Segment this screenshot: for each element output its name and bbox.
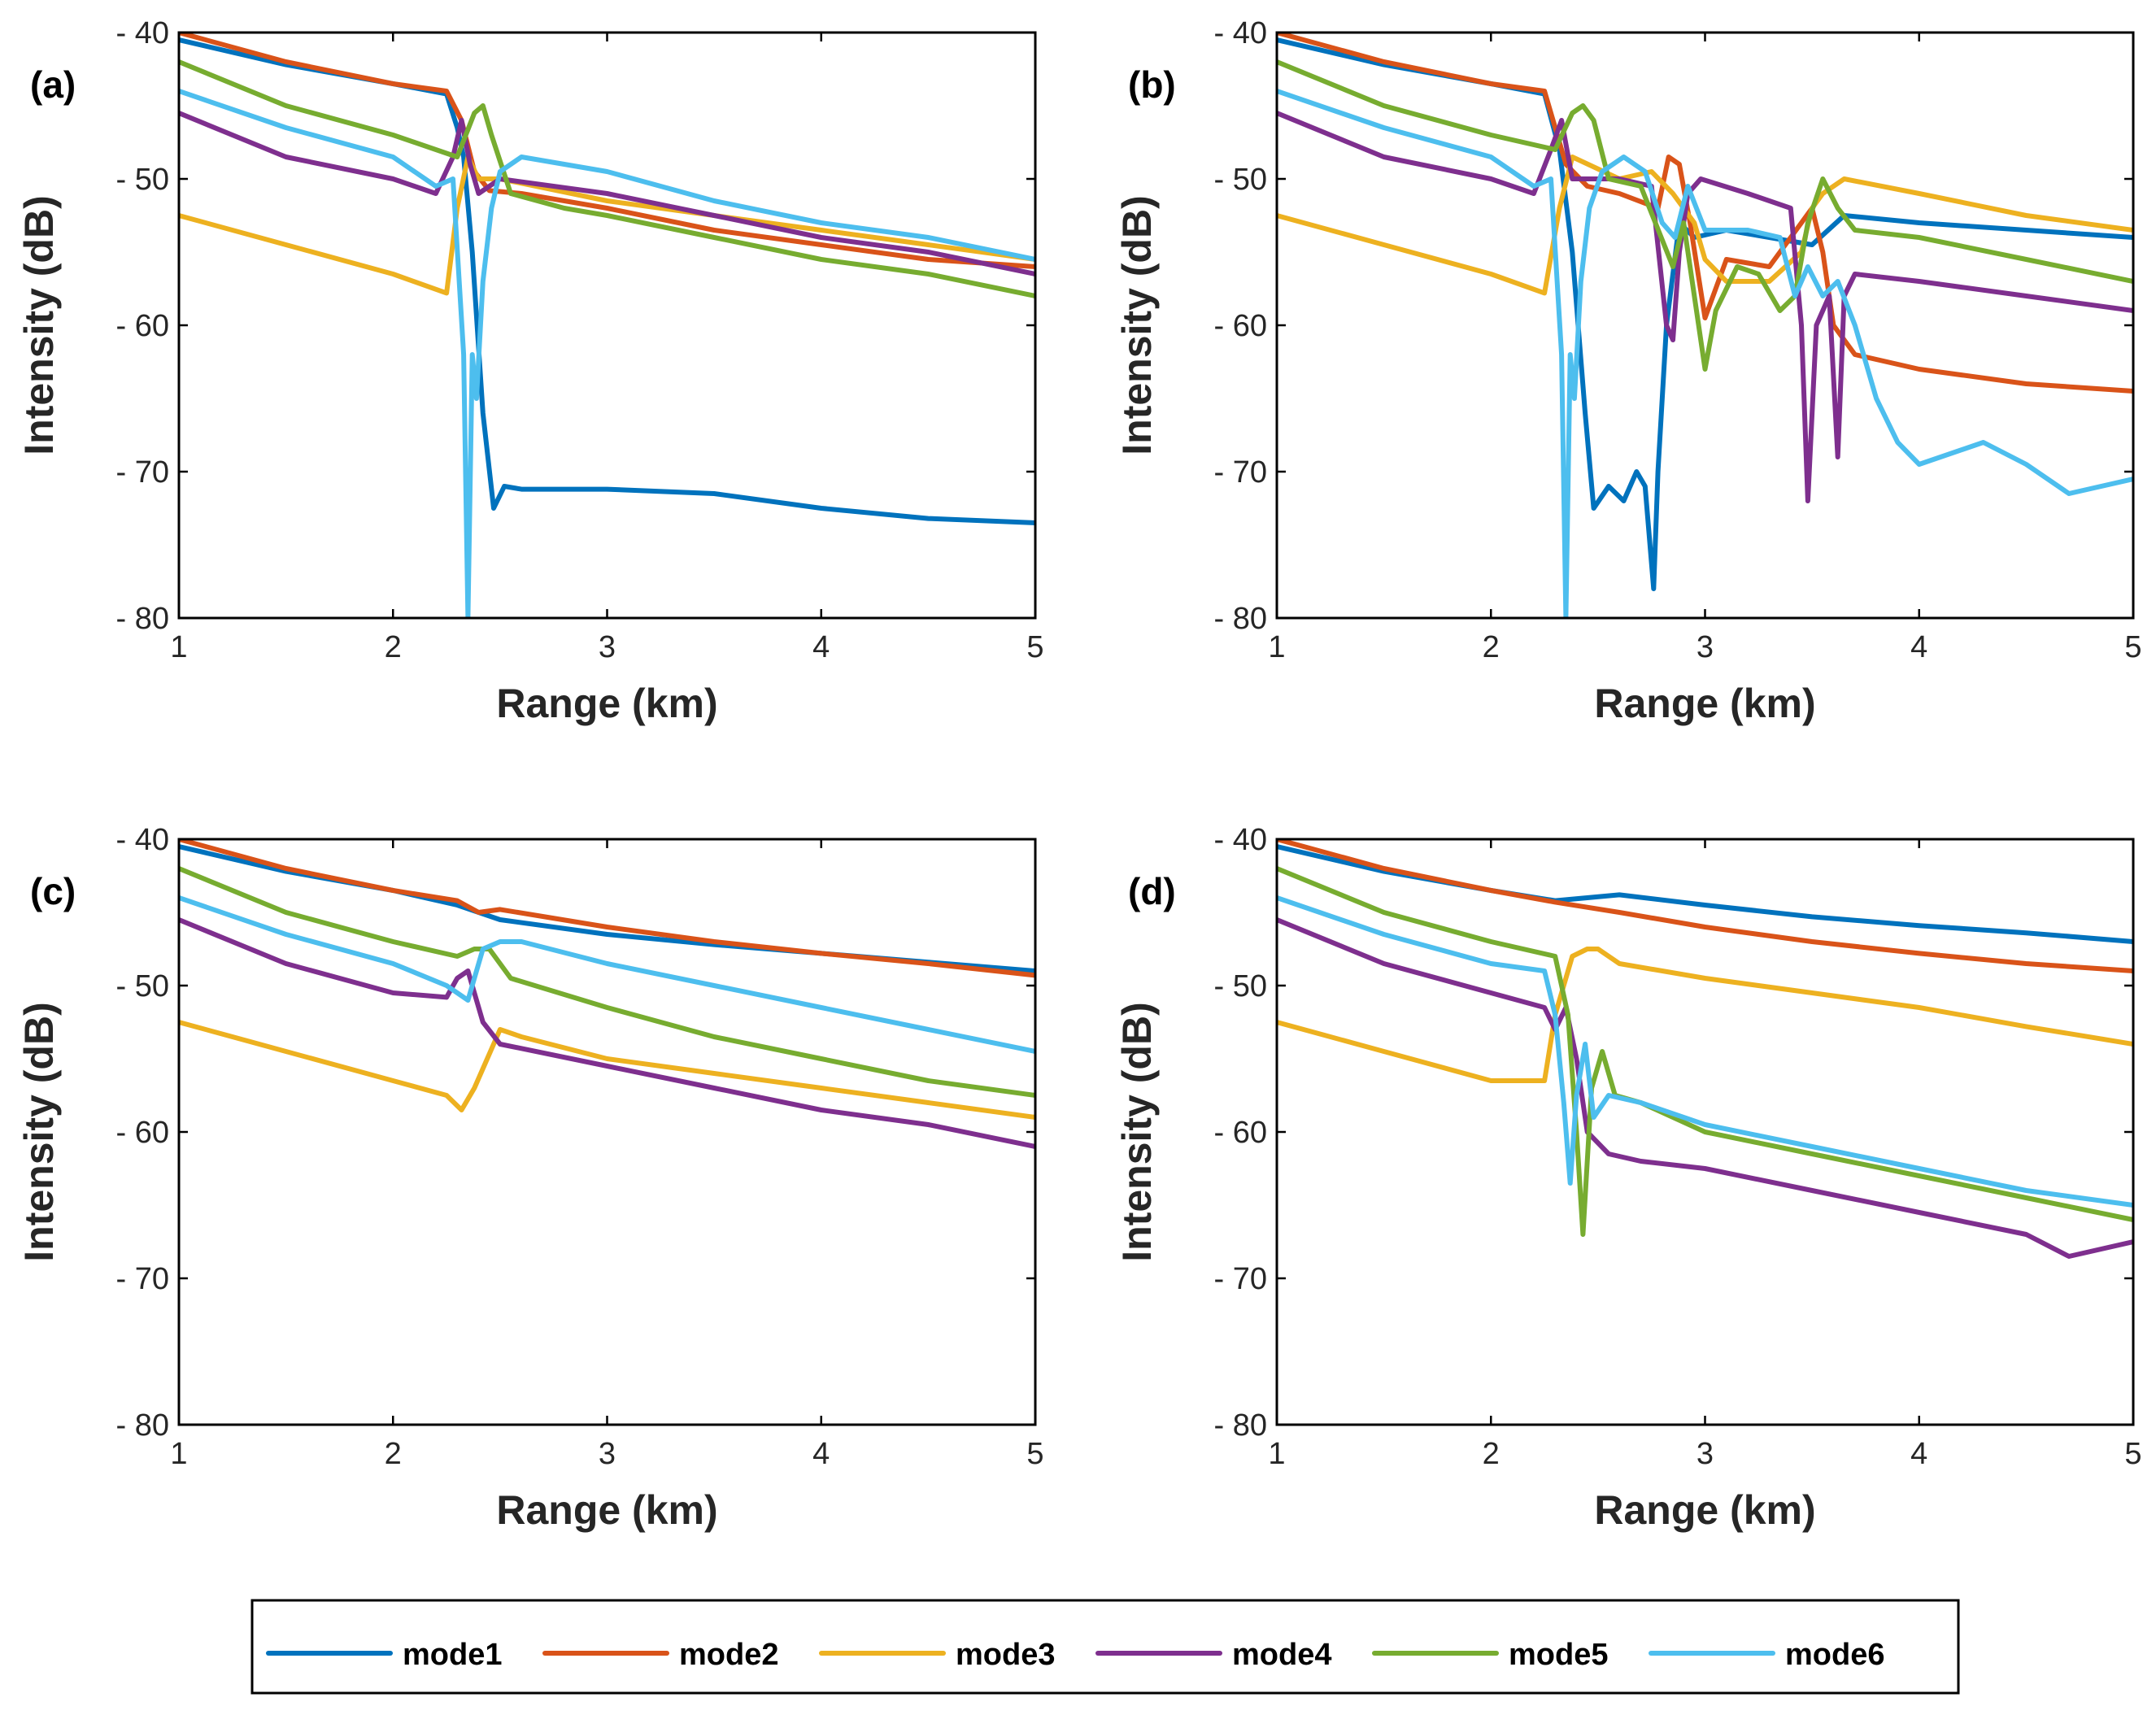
y-tick-label: - 80 — [1214, 602, 1267, 636]
panel-label: (c) — [30, 870, 76, 912]
y-tick-label: - 40 — [116, 16, 169, 50]
y-axis-label: Intensity (dB) — [1114, 1002, 1160, 1261]
series-line-mode4 — [179, 111, 1035, 276]
y-tick-label: - 50 — [116, 969, 169, 1003]
legend-label: mode4 — [1232, 1638, 1331, 1672]
series-line-mode6 — [1277, 89, 2133, 618]
x-tick-label: 5 — [2124, 1437, 2141, 1471]
x-tick-label: 4 — [812, 630, 830, 664]
panel-3: 1 2 3 4 5 - 40 - 50 - 60 - 70 - 80 Range (km) Inten… — [16, 823, 1044, 1533]
y-axis-label: Intensity (dB) — [1114, 195, 1160, 455]
x-tick-label: 1 — [1268, 1437, 1285, 1471]
legend-entry-mode3: mode3 — [819, 1638, 1055, 1672]
x-tick-label: 2 — [385, 1437, 402, 1471]
legend-entry-mode5: mode5 — [1372, 1638, 1608, 1672]
y-tick-label: - 70 — [1214, 455, 1267, 490]
series-line-mode5 — [1277, 866, 2133, 1237]
x-tick-label: 5 — [1026, 630, 1043, 664]
series-line-mode3 — [1277, 947, 2133, 1083]
series-line-mode2 — [179, 33, 1035, 269]
x-tick-label: 5 — [1026, 1437, 1043, 1471]
x-tick-label: 1 — [1268, 630, 1285, 664]
y-tick-label: - 40 — [1214, 16, 1267, 50]
y-axis-label: Intensity (dB) — [16, 1002, 62, 1261]
y-tick-label: - 60 — [1214, 1116, 1267, 1150]
series-line-mode5 — [179, 866, 1035, 1098]
x-tick-label: 3 — [1696, 1437, 1714, 1471]
y-tick-label: - 60 — [116, 1116, 169, 1150]
y-tick-label: - 50 — [1214, 969, 1267, 1003]
y-tick-label: - 60 — [116, 309, 169, 343]
series-line-mode3 — [1277, 155, 2133, 296]
legend-entry-mode1: mode1 — [266, 1638, 502, 1672]
series-line-mode3 — [179, 1020, 1035, 1120]
x-tick-label: 4 — [1910, 1437, 1927, 1471]
series-line-mode2 — [179, 839, 1035, 978]
y-axis-label: Intensity (dB) — [16, 195, 62, 455]
series-line-mode6 — [1277, 895, 2133, 1208]
y-tick-label: - 80 — [1214, 1408, 1267, 1443]
y-tick-label: - 50 — [116, 163, 169, 197]
plot-area — [179, 33, 1035, 618]
x-axis-label: Range (km) — [1594, 1487, 1815, 1533]
legend-label: mode5 — [1509, 1638, 1608, 1672]
panel-label: (a) — [30, 63, 76, 106]
series-line-mode5 — [1277, 59, 2133, 372]
y-tick-label: - 80 — [116, 602, 169, 636]
x-tick-label: 4 — [812, 1437, 830, 1471]
y-tick-label: - 80 — [116, 1408, 169, 1443]
panel-1: 1 2 3 4 5 - 40 - 50 - 60 - 70 - 80 Range (km) Inten… — [16, 16, 1044, 726]
series-line-mode6 — [179, 89, 1035, 618]
x-tick-label: 2 — [1483, 1437, 1500, 1471]
y-tick-label: - 70 — [116, 1262, 169, 1296]
y-tick-label: - 40 — [116, 823, 169, 857]
x-tick-label: 1 — [170, 1437, 187, 1471]
y-tick-label: - 50 — [1214, 163, 1267, 197]
y-tick-label: - 60 — [1214, 309, 1267, 343]
legend-label: mode6 — [1785, 1638, 1884, 1672]
panel-label: (b) — [1128, 63, 1176, 106]
x-tick-label: 3 — [1696, 630, 1714, 664]
legend-label: mode2 — [679, 1638, 778, 1672]
y-tick-label: - 70 — [1214, 1262, 1267, 1296]
panel-2: 1 2 3 4 5 - 40 - 50 - 60 - 70 - 80 Range (km) Inten… — [1114, 16, 2142, 726]
x-tick-label: 2 — [1483, 630, 1500, 664]
legend: mode1 mode2 mode3 mode4 mode5 mode6 — [250, 1599, 1960, 1695]
x-tick-label: 3 — [599, 630, 616, 664]
series-group — [179, 839, 1035, 1149]
series-line-mode4 — [1277, 111, 2133, 503]
legend-label: mode3 — [956, 1638, 1055, 1672]
legend-entry-mode2: mode2 — [542, 1638, 778, 1672]
series-line-mode4 — [1277, 917, 2133, 1259]
legend-entry-mode6: mode6 — [1649, 1638, 1884, 1672]
legend-entry-mode4: mode4 — [1095, 1638, 1331, 1672]
series-line-mode6 — [179, 895, 1035, 1054]
panel-4: 1 2 3 4 5 - 40 - 50 - 60 - 70 - 80 Range (km) Inten… — [1114, 823, 2142, 1533]
series-line-mode2 — [1277, 839, 2133, 973]
y-tick-label: - 70 — [116, 455, 169, 490]
y-tick-label: - 40 — [1214, 823, 1267, 857]
x-tick-label: 2 — [385, 630, 402, 664]
legend-label: mode1 — [403, 1638, 502, 1672]
series-group — [179, 33, 1035, 618]
x-axis-label: Range (km) — [496, 1487, 717, 1533]
x-tick-label: 5 — [2124, 630, 2141, 664]
series-line-mode4 — [179, 917, 1035, 1149]
x-tick-label: 1 — [170, 630, 187, 664]
panel-label: (d) — [1128, 870, 1176, 912]
series-group — [1277, 839, 2133, 1259]
series-line-mode3 — [179, 155, 1035, 296]
series-line-mode5 — [179, 59, 1035, 298]
x-axis-label: Range (km) — [496, 681, 717, 726]
legend-box — [250, 1599, 1960, 1695]
plot-area — [1277, 33, 2133, 618]
panels-layer: 1 2 3 4 5 - 40 - 50 - 60 - 70 - 80 Range (km) Inten… — [16, 16, 2142, 1533]
series-group — [1277, 33, 2133, 618]
x-tick-label: 4 — [1910, 630, 1927, 664]
x-axis-label: Range (km) — [1594, 681, 1815, 726]
x-tick-label: 3 — [599, 1437, 616, 1471]
